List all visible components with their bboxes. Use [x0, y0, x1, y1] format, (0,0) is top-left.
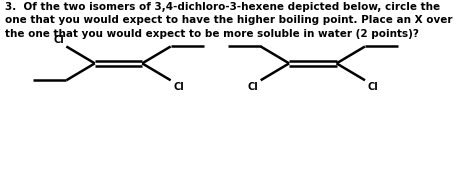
Text: Cl: Cl	[247, 82, 258, 92]
Text: Cl: Cl	[173, 82, 184, 92]
Text: Cl: Cl	[367, 82, 378, 92]
Text: Cl: Cl	[53, 35, 64, 45]
Text: 3.  Of the two isomers of 3,4-dichloro-3-hexene depicted below, circle the
one t: 3. Of the two isomers of 3,4-dichloro-3-…	[5, 2, 452, 39]
